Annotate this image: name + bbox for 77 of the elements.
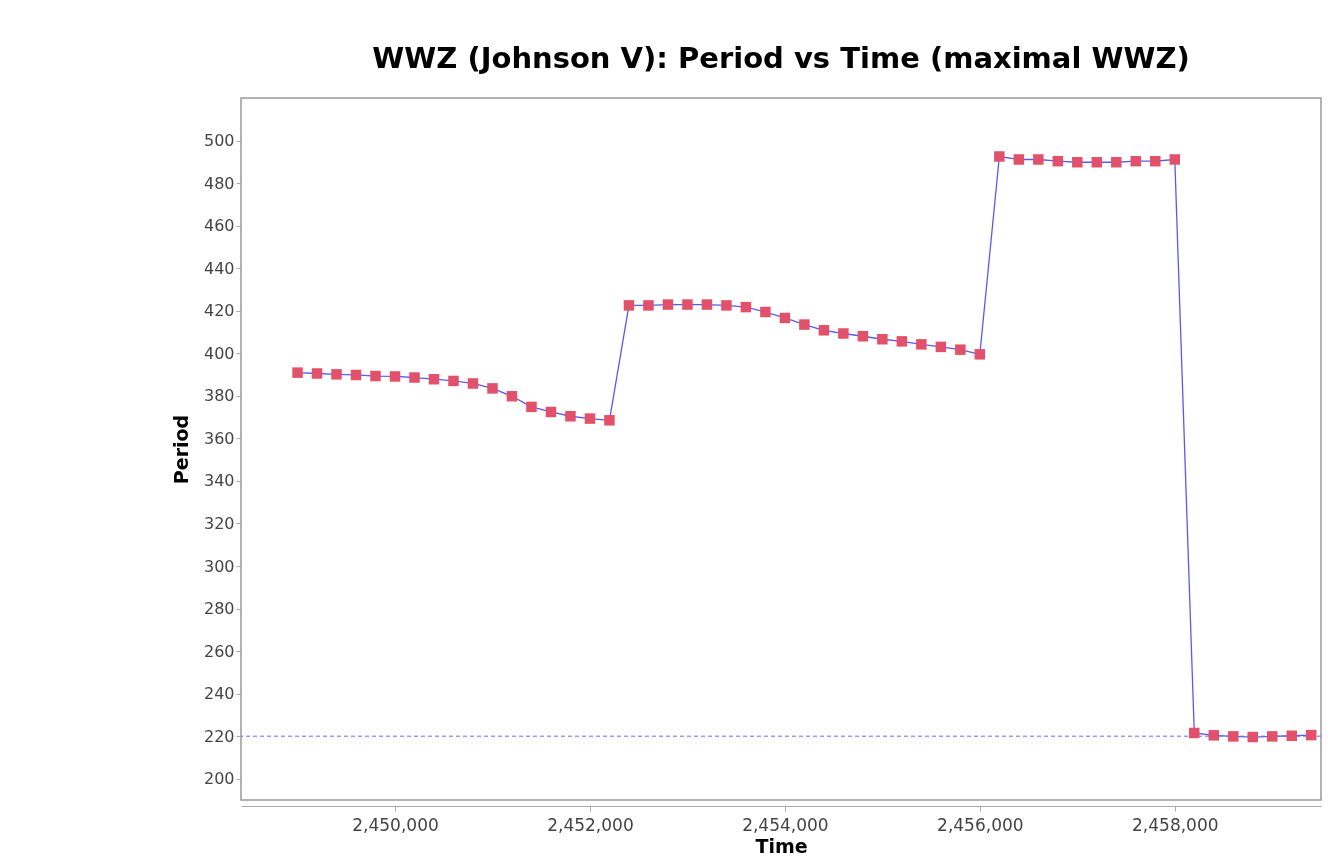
point xyxy=(1052,155,1064,167)
point xyxy=(643,300,654,311)
point xyxy=(740,301,752,313)
point xyxy=(701,299,713,310)
y-tick-label: 220 xyxy=(203,726,235,746)
point xyxy=(584,413,596,424)
point xyxy=(350,369,362,381)
point xyxy=(1130,155,1142,167)
point xyxy=(1189,727,1200,739)
point xyxy=(604,415,615,426)
point xyxy=(662,299,674,310)
point xyxy=(389,371,401,382)
point xyxy=(1150,155,1161,167)
y-tick-label: 380 xyxy=(203,386,235,406)
point xyxy=(721,300,732,311)
point xyxy=(428,373,440,385)
y-tick-label: 300 xyxy=(203,556,235,576)
point xyxy=(331,369,342,380)
point xyxy=(311,368,323,379)
point xyxy=(467,378,479,389)
point xyxy=(682,299,693,310)
y-tick-label: 200 xyxy=(203,769,235,789)
point xyxy=(760,306,771,318)
y-tick-label: 480 xyxy=(203,173,235,193)
point xyxy=(896,336,908,347)
x-tick-label: 2,450,000 xyxy=(352,814,439,835)
point xyxy=(1247,731,1259,743)
y-tick-label: 420 xyxy=(203,301,235,321)
y-tick-label: 400 xyxy=(203,343,235,363)
y-axis-title: Period xyxy=(169,414,192,485)
point xyxy=(799,319,810,330)
y-tick-label: 440 xyxy=(203,258,235,278)
point xyxy=(955,344,966,355)
point xyxy=(409,372,420,383)
y-tick-label: 320 xyxy=(203,513,235,533)
y-tick-label: 500 xyxy=(203,131,235,151)
y-tick-label: 340 xyxy=(203,471,235,491)
point xyxy=(838,328,849,339)
x-tick-label: 2,456,000 xyxy=(937,814,1024,835)
point xyxy=(448,375,459,387)
point xyxy=(994,151,1005,162)
point xyxy=(974,349,986,360)
point xyxy=(1169,154,1181,165)
point xyxy=(545,406,557,418)
y-tick-label: 360 xyxy=(203,428,235,448)
y-tick-label: 460 xyxy=(203,216,235,236)
point xyxy=(1286,730,1297,741)
y-tick-label: 260 xyxy=(203,641,235,661)
point xyxy=(526,401,537,413)
point xyxy=(1091,157,1103,168)
point xyxy=(292,367,303,378)
point xyxy=(1111,157,1122,168)
point xyxy=(487,383,498,394)
point xyxy=(1072,157,1083,168)
point xyxy=(1306,729,1317,741)
point xyxy=(877,333,888,345)
y-tick-label: 280 xyxy=(203,599,235,619)
point xyxy=(935,341,947,353)
point xyxy=(506,391,518,402)
x-axis-title: Time xyxy=(755,834,808,857)
point xyxy=(1208,730,1220,741)
point xyxy=(857,331,869,342)
x-tick-label: 2,454,000 xyxy=(742,814,829,835)
point xyxy=(916,339,927,350)
point xyxy=(1228,731,1239,742)
point xyxy=(779,312,791,324)
point xyxy=(1267,731,1278,742)
point xyxy=(1013,154,1025,165)
x-tick-label: 2,452,000 xyxy=(547,814,634,835)
point xyxy=(565,411,576,422)
point xyxy=(623,300,635,311)
y-tick-label: 240 xyxy=(203,684,235,704)
point xyxy=(370,370,381,382)
x-tick-label: 2,458,000 xyxy=(1132,814,1219,835)
point xyxy=(1033,154,1044,165)
chart-title: WWZ (Johnson V): Period vs Time (maximal WWZ) xyxy=(372,41,1190,75)
point xyxy=(818,325,830,336)
